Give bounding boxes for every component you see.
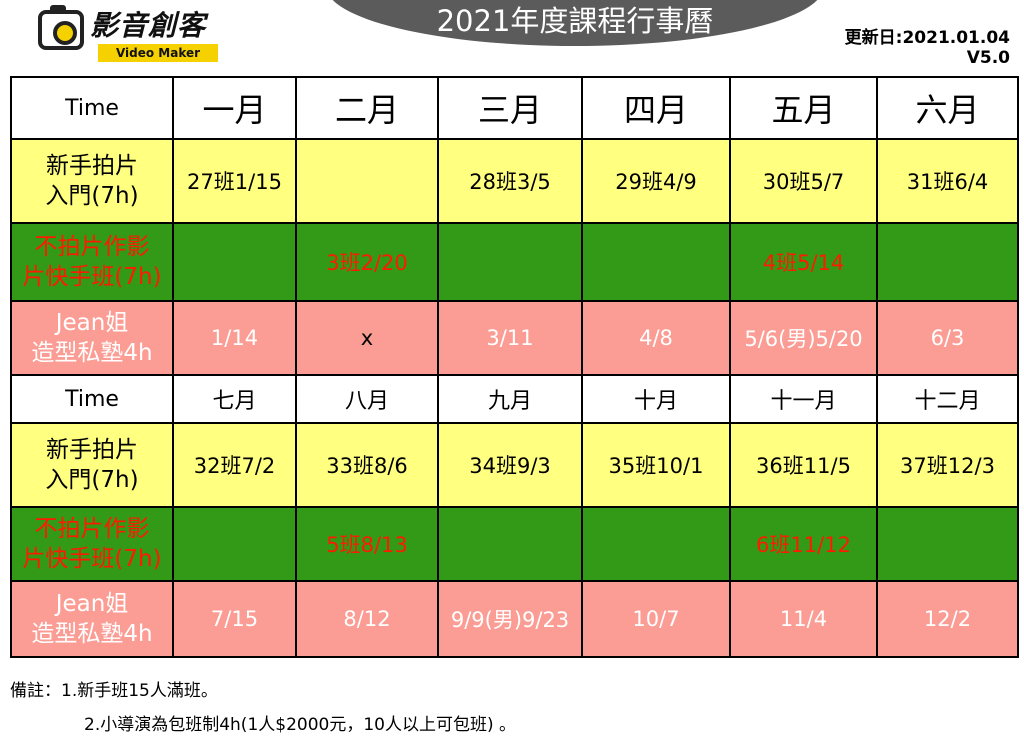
table-cell [581,222,731,302]
table-cell [437,222,583,302]
table-cell: 32班7/2 [172,422,297,508]
table-cell: 36班11/5 [729,422,878,508]
logo-subtitle: Video Maker [98,44,218,62]
header-cell: 二月 [295,76,439,140]
table-cell: 34班9/3 [437,422,583,508]
table-cell: 28班3/5 [437,138,583,224]
table-row: Jean姐 造型私塾4h 1/14 x 3/11 4/8 5/6(男)5/20 6… [10,300,1019,376]
table-cell: 8/12 [295,580,439,658]
page-title: 2021年度課程行事曆 [436,4,714,38]
header-cell: 十一月 [729,374,878,424]
table-row: Jean姐 造型私塾4h 7/15 8/12 9/9(男)9/23 10/7 11… [10,580,1019,658]
table-cell: 4班5/14 [729,222,878,302]
header-cell: 十二月 [876,374,1019,424]
table-cell: 12/2 [876,580,1019,658]
table-cell: 6/3 [876,300,1019,376]
header-cell: 八月 [295,374,439,424]
row-label: 不拍片作影 片快手班(7h) [10,506,174,582]
header-cell: 九月 [437,374,583,424]
version: V5.0 [966,48,1010,68]
table-cell [581,506,731,582]
table-cell: x [295,300,439,376]
table-header-row: Time 一月 二月 三月 四月 五月 六月 [10,76,1019,140]
table-row: 不拍片作影 片快手班(7h) 5班8/13 6班11/12 [10,506,1019,582]
table-cell [172,506,297,582]
schedule-table: Time 一月 二月 三月 四月 五月 六月 新手拍片 入門(7h) 27班1/1… [10,76,1019,658]
note-line: 備註：1.新手班15人滿班。 [10,681,218,701]
table-cell: 5/6(男)5/20 [729,300,878,376]
update-date: 更新日:2021.01.04 [844,28,1010,48]
row-label: 新手拍片 入門(7h) [10,422,174,508]
table-cell: 5班8/13 [295,506,439,582]
table-cell: 27班1/15 [172,138,297,224]
logo-name: 影音創客 [90,9,207,42]
table-cell: 4/8 [581,300,731,376]
row-label: 新手拍片 入門(7h) [10,138,174,224]
table-cell [172,222,297,302]
header-cell: 三月 [437,76,583,140]
note-line: 2.小導演為包班制4h(1人$2000元，10人以上可包班) 。 [84,715,517,735]
table-cell: 29班4/9 [581,138,731,224]
header-cell: 四月 [581,76,731,140]
table-cell [876,222,1019,302]
camera-icon [38,5,84,50]
table-row: 新手拍片 入門(7h) 27班1/15 28班3/5 29班4/9 30班5/7 … [10,138,1019,224]
row-label: Jean姐 造型私塾4h [10,580,174,658]
header-cell: 五月 [729,76,878,140]
table-cell [437,506,583,582]
table-cell: 30班5/7 [729,138,878,224]
table-cell: 7/15 [172,580,297,658]
row-label: 不拍片作影 片快手班(7h) [10,222,174,302]
table-cell [295,138,439,224]
header-cell: Time [10,374,174,424]
table-row: 新手拍片 入門(7h) 32班7/2 33班8/6 34班9/3 35班10/1 … [10,422,1019,508]
logo: 影音創客 Video Maker [38,4,228,62]
table-row: 不拍片作影 片快手班(7h) 3班2/20 4班5/14 [10,222,1019,302]
table-cell: 3/11 [437,300,583,376]
header-cell: 七月 [172,374,297,424]
table-cell: 10/7 [581,580,731,658]
table-cell: 3班2/20 [295,222,439,302]
table-cell: 37班12/3 [876,422,1019,508]
notes: 備註：1.新手班15人滿班。 2.小導演為包班制4h(1人$2000元，10人以… [10,674,516,742]
table-cell: 35班10/1 [581,422,731,508]
update-info: 更新日:2021.01.04 V5.0 [845,28,1010,68]
header-cell: Time [10,76,174,140]
table-cell: 31班6/4 [876,138,1019,224]
header-cell: 六月 [876,76,1019,140]
header-cell: 十月 [581,374,731,424]
table-cell: 9/9(男)9/23 [437,580,583,658]
table-header-row: Time 七月 八月 九月 十月 十一月 十二月 [10,374,1019,424]
table-cell: 33班8/6 [295,422,439,508]
table-cell [876,506,1019,582]
header-cell: 一月 [172,76,297,140]
table-cell: 1/14 [172,300,297,376]
table-cell: 6班11/12 [729,506,878,582]
table-cell: 11/4 [729,580,878,658]
row-label: Jean姐 造型私塾4h [10,300,174,376]
